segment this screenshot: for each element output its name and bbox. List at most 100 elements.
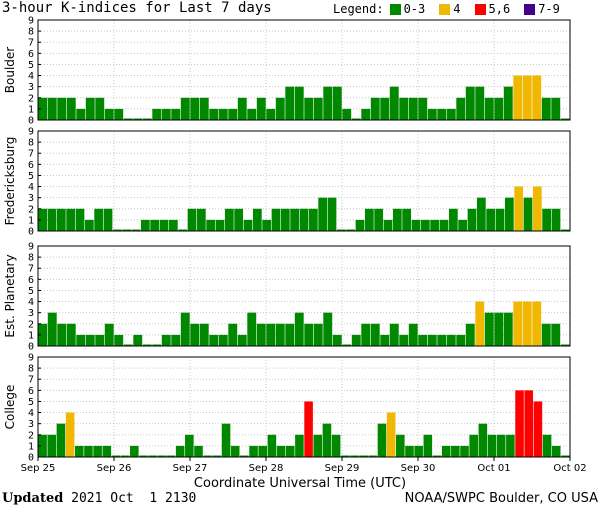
bar-fredericksburg-53 (532, 186, 542, 231)
bar-college-55 (542, 434, 552, 457)
bar-college-16 (185, 434, 194, 457)
k-index-chart: 0123456789Boulder0123456789Fredericksbur… (3, 16, 587, 475)
bar-fredericksburg-6 (94, 208, 104, 231)
x-tick-label: Sep 29 (325, 463, 360, 474)
bar-college-50 (496, 434, 506, 457)
y-tick-label: 6 (28, 386, 34, 397)
y-tick-label: 7 (28, 264, 34, 275)
bar-fredericksburg-40 (411, 219, 421, 231)
bar-est-planetary-44 (456, 334, 466, 346)
x-tick-label: Oct 02 (553, 463, 586, 474)
bar-boulder-44 (456, 97, 466, 120)
bar-est-planetary-25 (275, 323, 285, 346)
legend-swatch-4 (439, 3, 451, 15)
bar-est-planetary-54 (551, 323, 561, 346)
legend-label: Legend: (333, 2, 384, 16)
bar-fredericksburg-50 (504, 197, 514, 231)
y-tick-label: 6 (28, 49, 34, 60)
updated-value: 2021 Oct 1 2130 (71, 491, 197, 506)
y-tick-label: 2 (28, 204, 34, 215)
y-tick-label: 7 (28, 38, 34, 49)
bar-est-planetary-51 (522, 301, 532, 346)
bar-boulder-43 (446, 108, 456, 120)
bar-fredericksburg-11 (140, 219, 150, 231)
bar-fredericksburg-56 (560, 229, 570, 231)
bar-fredericksburg-7 (103, 208, 113, 231)
bar-fredericksburg-18 (206, 219, 216, 231)
bar-college-21 (230, 445, 240, 457)
bar-est-planetary-12 (152, 344, 162, 346)
bar-est-planetary-3 (66, 323, 76, 346)
bar-est-planetary-49 (503, 312, 513, 346)
updated-label: Updated (2, 491, 64, 506)
bar-fredericksburg-10 (131, 229, 141, 231)
bar-fredericksburg-37 (383, 219, 393, 231)
bar-college-41 (414, 445, 423, 457)
bar-boulder-50 (513, 75, 523, 120)
panel-frame (37, 356, 571, 458)
x-tick-label: Sep 25 (21, 463, 56, 474)
bar-est-planetary-10 (133, 334, 143, 346)
bar-fredericksburg-38 (392, 208, 402, 231)
bar-boulder-29 (313, 97, 323, 120)
bar-fredericksburg-12 (150, 219, 160, 231)
bar-fredericksburg-3 (66, 208, 76, 231)
bar-fredericksburg-44 (448, 208, 458, 231)
bar-est-planetary-41 (427, 334, 437, 346)
bar-est-planetary-55 (560, 344, 570, 346)
bar-boulder-48 (494, 97, 504, 120)
bar-boulder-32 (342, 108, 352, 120)
bar-boulder-14 (171, 108, 181, 120)
bar-fredericksburg-21 (234, 208, 244, 231)
bar-college-8 (111, 455, 121, 457)
bar-college-33 (340, 455, 350, 457)
bar-boulder-27 (294, 86, 304, 120)
bar-college-39 (396, 434, 405, 457)
y-tick-label: 0 (28, 342, 34, 353)
bar-college-10 (130, 445, 139, 457)
bar-college-40 (405, 445, 414, 457)
y-tick-label: 4 (28, 297, 34, 308)
bar-fredericksburg-14 (168, 219, 178, 231)
chart-title: 3-hour K-indices for Last 7 days (2, 0, 272, 16)
bar-est-planetary-31 (332, 334, 342, 346)
bar-est-planetary-16 (190, 323, 200, 346)
bar-est-planetary-6 (95, 334, 105, 346)
y-tick-label: 3 (28, 419, 34, 430)
bar-college-54 (533, 401, 543, 457)
bar-boulder-8 (114, 108, 124, 120)
updated-timestamp: Updated 2021 Oct 1 2130 (2, 491, 196, 506)
bar-boulder-20 (228, 108, 238, 120)
bar-college-46 (460, 445, 469, 457)
bar-est-planetary-42 (437, 334, 447, 346)
bar-boulder-19 (218, 108, 228, 120)
y-tick-label: 5 (28, 60, 34, 71)
bar-college-32 (331, 434, 341, 457)
bar-est-planetary-24 (266, 323, 276, 346)
bar-boulder-10 (133, 118, 143, 120)
bar-est-planetary-14 (171, 334, 181, 346)
bar-college-56 (551, 445, 561, 457)
y-tick-label: 8 (28, 364, 34, 375)
bar-fredericksburg-35 (364, 208, 374, 231)
bar-fredericksburg-22 (243, 219, 253, 231)
bar-fredericksburg-16 (187, 208, 197, 231)
bar-college-17 (194, 445, 203, 457)
bar-fredericksburg-25 (271, 208, 281, 231)
bar-boulder-23 (256, 97, 266, 120)
bar-fredericksburg-43 (439, 219, 449, 231)
bar-est-planetary-53 (541, 323, 551, 346)
bar-est-planetary-1 (47, 312, 57, 346)
panel-frame (37, 19, 571, 121)
bar-college-15 (175, 445, 185, 457)
bar-boulder-46 (475, 86, 485, 120)
y-tick-label: 2 (28, 319, 34, 330)
bar-fredericksburg-9 (122, 229, 132, 231)
bar-college-48 (478, 423, 488, 457)
bar-est-planetary-18 (209, 334, 219, 346)
bar-college-43 (432, 455, 442, 457)
bar-fredericksburg-19 (215, 219, 225, 231)
bar-est-planetary-36 (380, 334, 390, 346)
bar-est-planetary-19 (218, 334, 228, 346)
bar-est-planetary-33 (351, 334, 361, 346)
